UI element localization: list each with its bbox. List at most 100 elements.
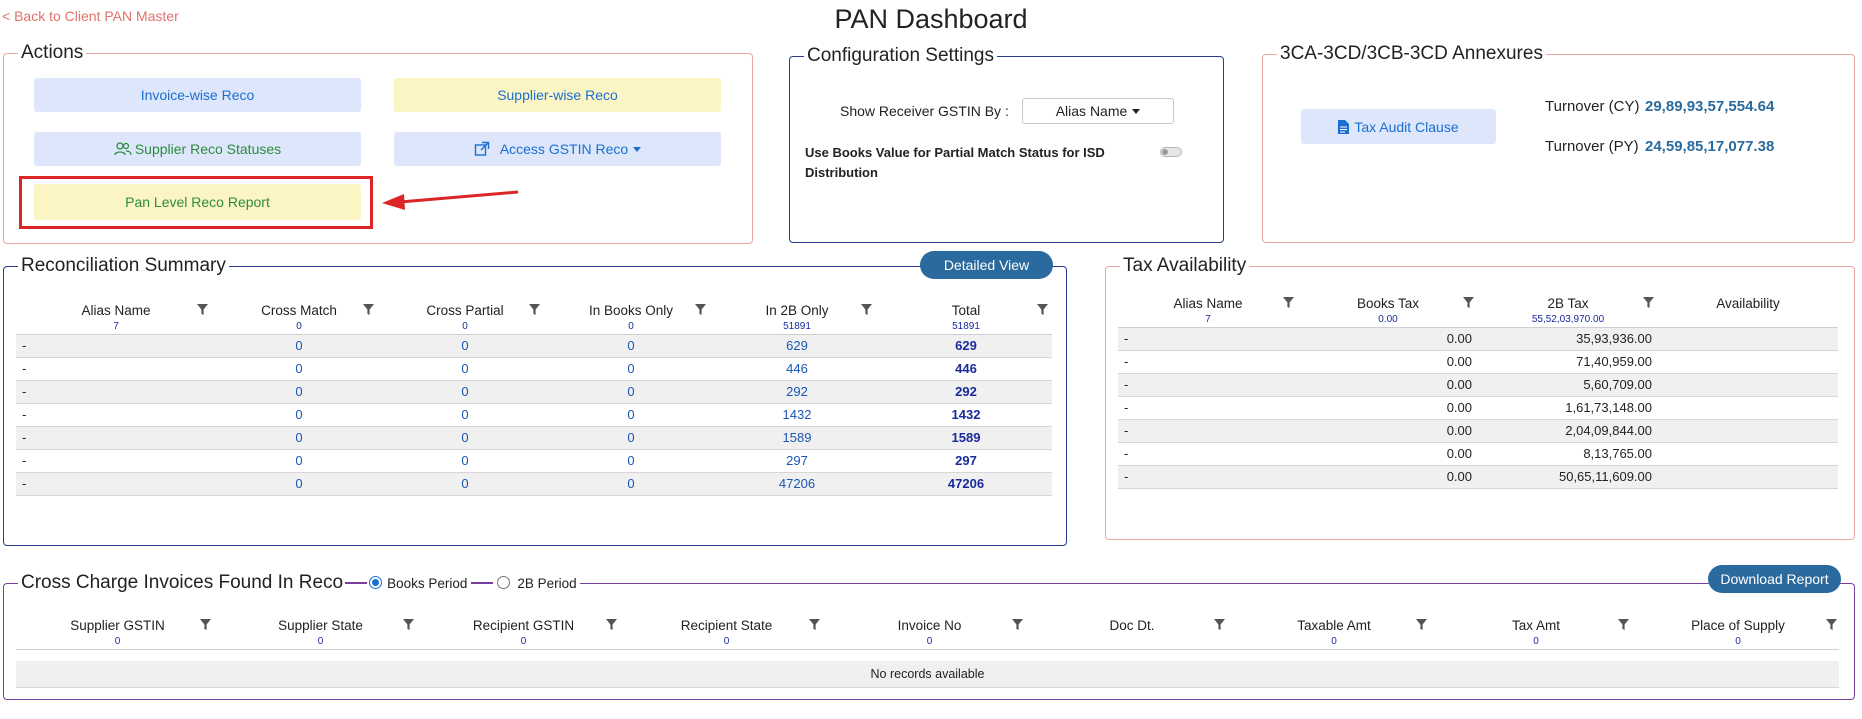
cell: - xyxy=(1118,442,1298,466)
cell[interactable]: 1589 xyxy=(714,426,880,450)
tax-audit-clause-button[interactable]: Tax Audit Clause xyxy=(1301,109,1496,144)
back-to-client-pan-master-link[interactable]: < Back to Client PAN Master xyxy=(2,8,179,24)
tax-audit-clause-label: Tax Audit Clause xyxy=(1354,118,1459,135)
cell[interactable]: 446 xyxy=(714,357,880,381)
show-receiver-gstin-label: Show Receiver GSTIN By : xyxy=(840,103,1009,119)
table-row[interactable]: -0 0 0 47206 47206 xyxy=(16,472,1052,496)
cell[interactable]: 629 xyxy=(714,334,880,358)
cell[interactable]: 0 xyxy=(216,472,382,496)
cell[interactable]: 1432 xyxy=(714,403,880,427)
filter-icon[interactable] xyxy=(695,304,706,315)
table-row[interactable]: -0 0 0 1432 1432 xyxy=(16,403,1052,427)
table-row[interactable]: -0 0 0 629 629 xyxy=(16,334,1052,358)
filter-icon[interactable] xyxy=(809,619,820,630)
books-period-radio[interactable] xyxy=(369,576,383,589)
cross-charge-legend: Cross Charge Invoices Found In Reco Book… xyxy=(18,572,580,594)
cell[interactable]: 0 xyxy=(216,403,382,427)
cell[interactable]: 292 xyxy=(714,380,880,404)
cell[interactable]: 0 xyxy=(216,380,382,404)
filter-icon[interactable] xyxy=(529,304,540,315)
page-title: PAN Dashboard xyxy=(834,4,1028,34)
pan-level-reco-report-button[interactable]: Pan Level Reco Report xyxy=(34,184,361,220)
use-books-value-toggle[interactable] xyxy=(1160,147,1182,157)
cell[interactable]: 446 xyxy=(880,357,1052,381)
cell xyxy=(1658,373,1838,397)
cell[interactable]: 297 xyxy=(714,449,880,473)
cell[interactable]: 0 xyxy=(216,449,382,473)
column-count: 51891 xyxy=(880,320,1052,335)
column-header: Supplier State xyxy=(219,615,422,635)
filter-icon[interactable] xyxy=(1416,619,1427,630)
cell xyxy=(1658,465,1838,489)
column-count: 0 xyxy=(16,635,219,650)
cell[interactable]: 0 xyxy=(382,472,548,496)
cell[interactable]: 0 xyxy=(382,449,548,473)
cell[interactable]: 47206 xyxy=(880,472,1052,496)
filter-icon[interactable] xyxy=(197,304,208,315)
cross-charge-title: Cross Charge Invoices Found In Reco xyxy=(21,572,344,593)
cell[interactable]: 0 xyxy=(382,380,548,404)
tax-availability-legend: Tax Availability xyxy=(1123,255,1247,276)
table-row: -0.00 35,93,936.00 xyxy=(1118,327,1838,351)
cell[interactable]: 1589 xyxy=(880,426,1052,450)
table-row[interactable]: -0 0 0 292 292 xyxy=(16,380,1052,404)
reconciliation-summary-legend: Reconciliation Summary xyxy=(21,255,226,276)
cell: - xyxy=(16,472,216,496)
cell[interactable]: 47206 xyxy=(714,472,880,496)
cell[interactable]: 0 xyxy=(216,426,382,450)
file-icon xyxy=(1338,119,1350,134)
filter-icon[interactable] xyxy=(363,304,374,315)
cell: - xyxy=(16,334,216,358)
access-gstin-reco-dropdown[interactable]: Access GSTIN Reco xyxy=(394,132,721,166)
column-count: 0 xyxy=(1435,635,1637,650)
filter-icon[interactable] xyxy=(1826,619,1837,630)
cell[interactable]: 297 xyxy=(880,449,1052,473)
column-header: Recipient State xyxy=(625,615,828,635)
filter-icon[interactable] xyxy=(1283,297,1294,308)
table-row[interactable]: -0 0 0 1589 1589 xyxy=(16,426,1052,450)
filter-icon[interactable] xyxy=(1037,304,1048,315)
cell[interactable]: 0 xyxy=(216,334,382,358)
cell[interactable]: 0 xyxy=(548,426,714,450)
cell[interactable]: 0 xyxy=(548,449,714,473)
column-header: Total xyxy=(880,300,1052,320)
cell[interactable]: 0 xyxy=(548,334,714,358)
cell[interactable]: 0 xyxy=(382,334,548,358)
filter-icon[interactable] xyxy=(403,619,414,630)
cell[interactable]: 0 xyxy=(548,403,714,427)
download-report-button[interactable]: Download Report xyxy=(1708,565,1841,593)
turnover-cy-label: Turnover (CY) xyxy=(1545,98,1640,115)
filter-icon[interactable] xyxy=(1643,297,1654,308)
supplier-reco-statuses-button[interactable]: Supplier Reco Statuses xyxy=(34,132,361,166)
cell: 50,65,11,609.00 xyxy=(1478,465,1658,489)
cell[interactable]: 0 xyxy=(382,426,548,450)
receiver-gstin-select[interactable]: Alias Name xyxy=(1022,98,1174,124)
column-header: Availability xyxy=(1716,295,1780,311)
cell[interactable]: 0 xyxy=(548,472,714,496)
detailed-view-button[interactable]: Detailed View xyxy=(920,251,1053,279)
cell[interactable]: 0 xyxy=(382,357,548,381)
filter-icon[interactable] xyxy=(1618,619,1629,630)
cell[interactable]: 0 xyxy=(382,403,548,427)
column-count: 0 xyxy=(382,320,548,335)
2b-period-radio[interactable] xyxy=(497,576,511,589)
filter-icon[interactable] xyxy=(200,619,211,630)
filter-icon[interactable] xyxy=(1463,297,1474,308)
filter-icon[interactable] xyxy=(861,304,872,315)
cell: 5,60,709.00 xyxy=(1478,373,1658,397)
supplier-wise-reco-button[interactable]: Supplier-wise Reco xyxy=(394,78,721,112)
cell[interactable]: 0 xyxy=(548,357,714,381)
filter-icon[interactable] xyxy=(606,619,617,630)
filter-icon[interactable] xyxy=(1214,619,1225,630)
table-row[interactable]: -0 0 0 446 446 xyxy=(16,357,1052,381)
column-count: 0 xyxy=(828,635,1031,650)
cell[interactable]: 0 xyxy=(216,357,382,381)
tax-availability-table: Alias Name Books Tax 2B Tax Availability… xyxy=(1118,293,1838,489)
cell[interactable]: 629 xyxy=(880,334,1052,358)
cell[interactable]: 0 xyxy=(548,380,714,404)
filter-icon[interactable] xyxy=(1012,619,1023,630)
invoice-wise-reco-button[interactable]: Invoice-wise Reco xyxy=(34,78,361,112)
cell[interactable]: 1432 xyxy=(880,403,1052,427)
cell[interactable]: 292 xyxy=(880,380,1052,404)
table-row[interactable]: -0 0 0 297 297 xyxy=(16,449,1052,473)
